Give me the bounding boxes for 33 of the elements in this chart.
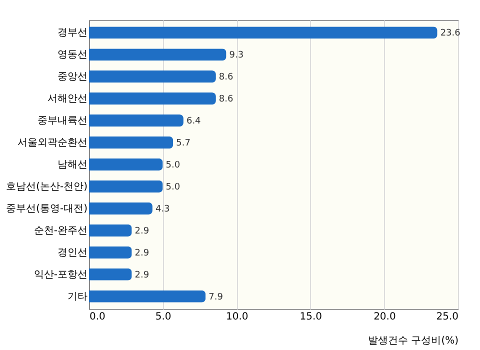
data-label: 7.9: [208, 292, 224, 302]
data-label: 5.7: [176, 138, 190, 149]
y-tick-label: 익산-포항선: [34, 269, 88, 280]
data-label: 5.0: [166, 182, 180, 192]
x-tick-label: 20.0: [374, 312, 396, 322]
x-tick-label: 25.0: [436, 312, 458, 322]
y-tick-label: 호남선(논산-천안): [6, 181, 88, 192]
data-label: 8.6: [218, 72, 234, 83]
y-tick-label: 서울외곽순환선: [18, 138, 88, 149]
y-tick-label: 영동선: [58, 50, 88, 61]
y-tick-label: 남해선: [58, 160, 88, 170]
data-label: 5.0: [166, 160, 180, 170]
x-tick-label: 0.0: [90, 312, 106, 322]
y-tick-label: 경인선: [58, 247, 88, 258]
y-tick-label: 중부선(통영-대전): [6, 203, 88, 214]
x-tick-label: 10.0: [226, 312, 248, 322]
data-label: 2.9: [134, 248, 150, 258]
y-tick-label: 중앙선: [58, 72, 88, 83]
data-label: 2.9: [134, 270, 150, 280]
x-tick-label: 15.0: [300, 312, 322, 322]
y-tick-label: 중부내륙선: [38, 116, 88, 127]
data-label: 4.3: [155, 204, 170, 214]
x-tick-label: 5.0: [155, 312, 172, 322]
y-tick-label: 경부선: [58, 28, 88, 39]
data-label: 6.4: [186, 116, 202, 127]
data-label: 2.9: [134, 226, 150, 236]
data-label: 8.6: [218, 94, 234, 105]
data-label: 9.3: [229, 50, 244, 61]
y-tick-label: 기타: [68, 291, 88, 302]
x-axis-title: 발생건수 구성비(%): [368, 336, 459, 346]
data-label: 23.6: [440, 28, 461, 39]
y-tick-label: 순천-완주선: [34, 225, 88, 236]
y-tick-label: 서해안선: [48, 94, 88, 105]
